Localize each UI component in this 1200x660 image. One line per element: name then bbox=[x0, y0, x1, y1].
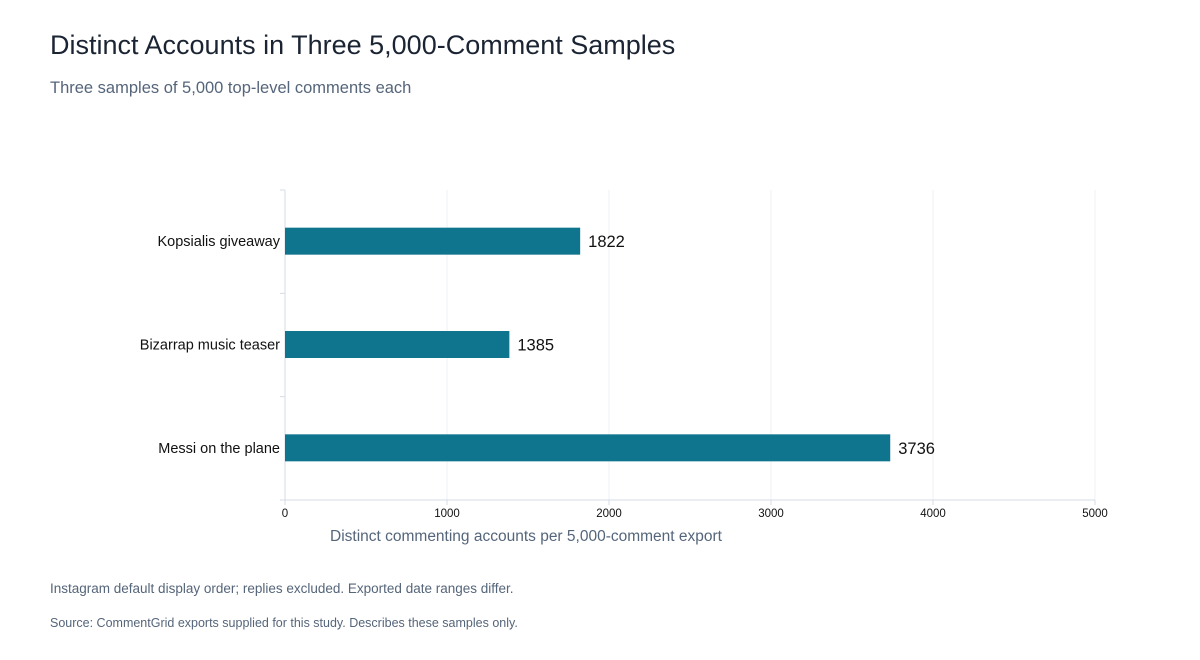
chart-subtitle: Three samples of 5,000 top-level comment… bbox=[50, 79, 412, 97]
x-tick-label: 2000 bbox=[596, 508, 622, 520]
footnote: Instagram default display order; replies… bbox=[50, 581, 514, 596]
category-label: Messi on the plane bbox=[158, 441, 280, 457]
chart-title: Distinct Accounts in Three 5,000-Comment… bbox=[50, 30, 676, 60]
x-tick-label: 3000 bbox=[758, 508, 784, 520]
category-label: Kopsialis giveaway bbox=[157, 234, 280, 250]
x-tick-label: 5000 bbox=[1082, 508, 1108, 520]
source-note: Source: CommentGrid exports supplied for… bbox=[50, 616, 518, 630]
x-tick-label: 4000 bbox=[920, 508, 946, 520]
data-label: 1385 bbox=[517, 337, 554, 355]
x-tick-label: 0 bbox=[282, 508, 288, 520]
x-axis-label: Distinct commenting accounts per 5,000-c… bbox=[330, 528, 722, 545]
bar bbox=[285, 227, 581, 255]
bar bbox=[285, 331, 510, 358]
x-tick-label: 1000 bbox=[434, 508, 460, 520]
data-label: 3736 bbox=[898, 440, 935, 458]
bar bbox=[285, 434, 891, 462]
data-label: 1822 bbox=[588, 233, 625, 251]
category-label: Bizarrap music teaser bbox=[140, 338, 280, 354]
